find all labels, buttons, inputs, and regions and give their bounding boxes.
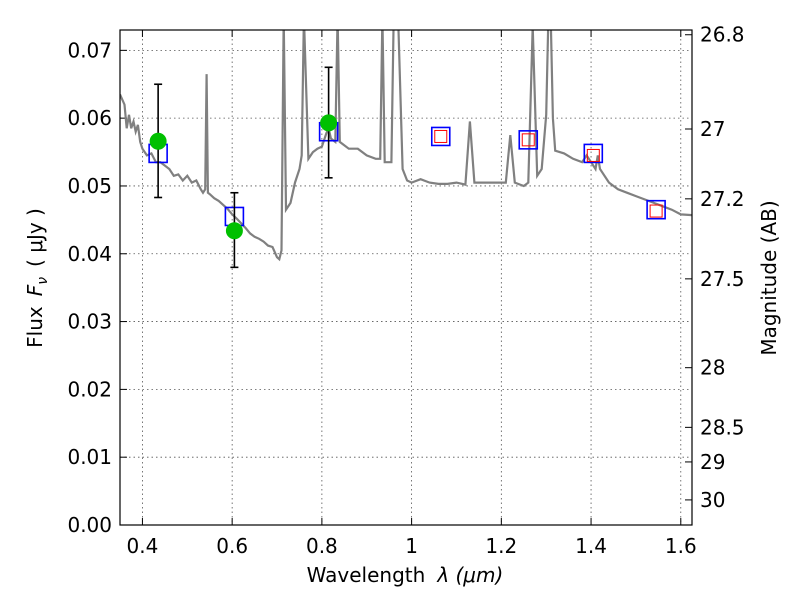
right-y-tick-label: 28.5	[700, 415, 745, 439]
plot-frame	[119, 29, 693, 526]
y-tick-label: 0.02	[67, 377, 112, 401]
synthetic-point-square	[521, 133, 535, 147]
right-y-tick-label: 29	[700, 450, 725, 474]
gridlines	[120, 30, 692, 526]
x-tick-label: 0.8	[306, 534, 338, 558]
model-photometry-square	[646, 199, 666, 220]
right-y-tick-label: 27.5	[700, 267, 745, 291]
right-y-tick-label: 26.8	[700, 23, 745, 47]
right-y-tick-label: 27.2	[700, 187, 745, 211]
y-tick-label: 0.06	[67, 106, 112, 130]
right-y-axis-label: Magnitude (AB)	[757, 200, 781, 355]
y-tick-label: 0.07	[67, 38, 112, 62]
y-tick-label: 0.00	[67, 513, 112, 537]
x-tick-label: 1.4	[575, 534, 607, 558]
model-photometry-square	[583, 143, 604, 164]
model-sed-line	[120, 30, 692, 262]
x-tick-label: 0.4	[127, 534, 159, 558]
synthetic-point-square	[586, 148, 600, 162]
y-tick-label: 0.05	[67, 174, 112, 198]
observed-point	[149, 132, 167, 150]
x-axis-label: Wavelength λ (μm)	[307, 563, 504, 587]
x-tick-label: 1.2	[485, 534, 517, 558]
ticks: 0.4 0.6 0.8 1 1.2 1.4 1.6 0.00 0.01 0.02 0.03 0.04 0…	[67, 23, 744, 558]
right-y-tick-label: 27	[700, 117, 725, 141]
synthetic-point-square	[434, 129, 448, 143]
synthetic-point-square	[649, 204, 663, 218]
y-tick-label: 0.04	[67, 242, 112, 266]
model-photometry-square	[430, 126, 451, 147]
observed-point	[320, 114, 338, 132]
y-axis-label: FluxFν( μJy )	[23, 208, 51, 348]
series-layer	[120, 30, 692, 269]
observed-point	[225, 222, 243, 240]
y-tick-label: 0.01	[67, 445, 112, 469]
x-tick-label: 1.6	[665, 534, 697, 558]
x-tick-label: 1	[405, 534, 418, 558]
model-photometry-square	[518, 130, 539, 150]
y-tick-label: 0.03	[67, 310, 112, 334]
right-y-tick-label: 30	[700, 488, 725, 512]
right-y-tick-label: 28	[700, 356, 725, 380]
x-tick-label: 0.6	[216, 534, 248, 558]
